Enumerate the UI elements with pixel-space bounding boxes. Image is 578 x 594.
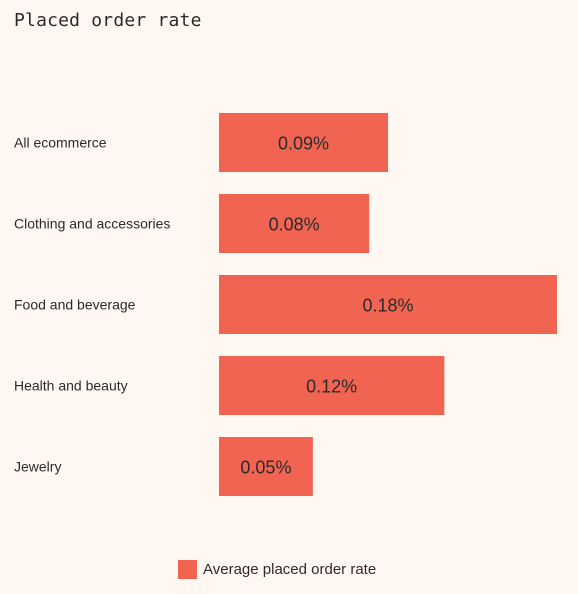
bar-value-label: 0.18% (362, 296, 413, 316)
category-label: Health and beauty (14, 378, 128, 394)
legend: Average placed order rate (178, 560, 376, 579)
legend-swatch (178, 560, 197, 579)
category-label: All ecommerce (14, 135, 107, 151)
bar (219, 275, 557, 334)
bar-value-label: 0.08% (269, 215, 320, 235)
category-label: Food and beverage (14, 297, 136, 313)
bar (219, 356, 445, 415)
bar (219, 194, 370, 253)
legend-label: Average placed order rate (203, 561, 377, 578)
bar-value-label: 0.05% (240, 458, 291, 478)
category-label: Clothing and accessories (14, 216, 170, 232)
bar-value-label: 0.09% (278, 134, 329, 154)
bar-value-label: 0.12% (306, 377, 357, 397)
bar (219, 113, 388, 172)
chart-title: Placed order rate (14, 10, 202, 31)
category-label: Jewelry (14, 459, 61, 475)
bar (219, 437, 313, 496)
